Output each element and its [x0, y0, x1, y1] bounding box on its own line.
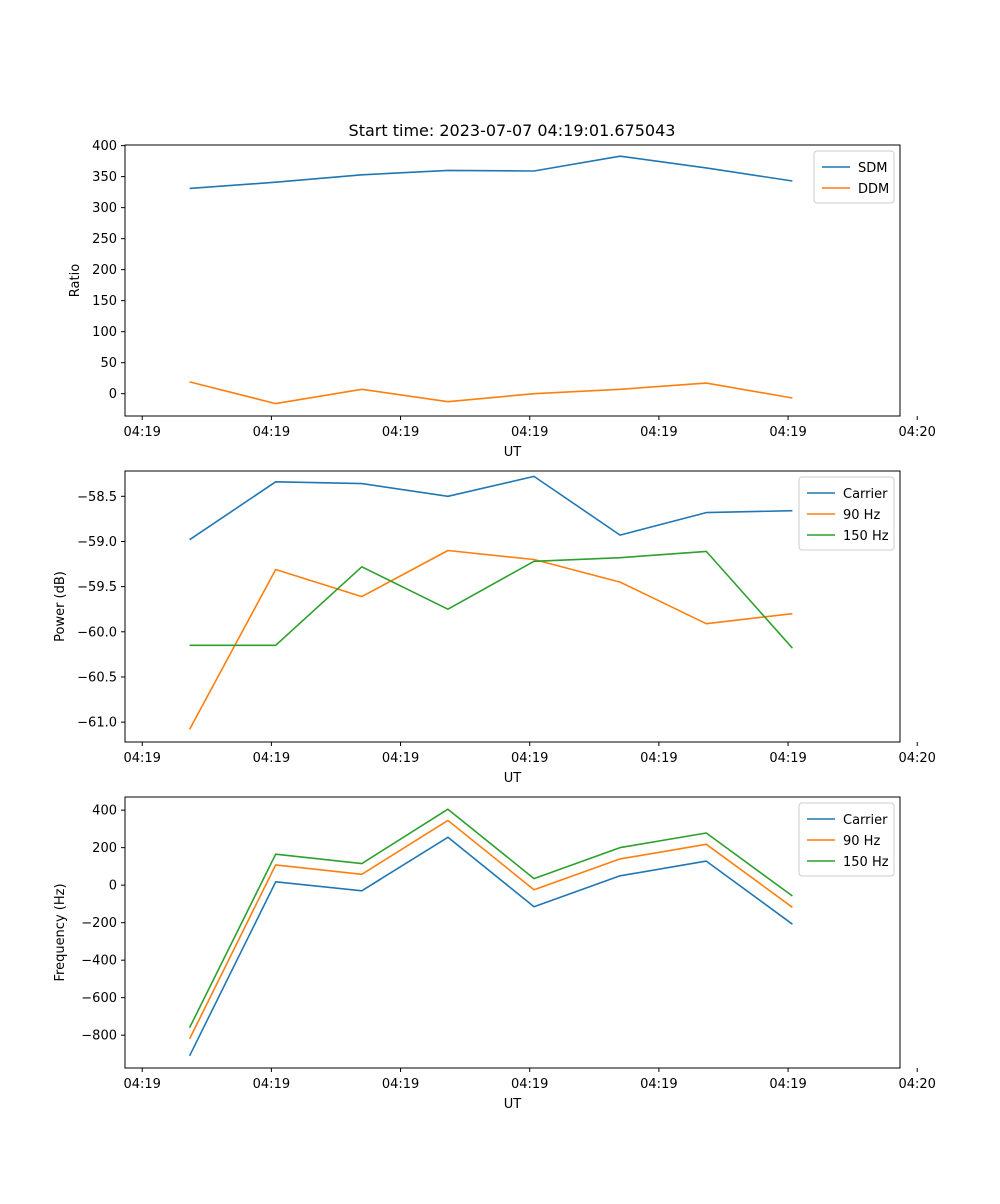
y-tick-label: 0: [109, 387, 117, 402]
series-line-ddm: [189, 381, 793, 405]
legend: Carrier 90 Hz 150 Hz: [798, 476, 895, 551]
x-tick-label: 04:20: [898, 425, 935, 440]
x-tick-label: 04:19: [253, 751, 290, 766]
series-line-150-hz: [188, 808, 793, 1029]
x-tick-label: 04:19: [382, 425, 419, 440]
legend-label: 150 Hz: [843, 529, 889, 544]
y-tick-label: −800: [81, 1029, 117, 1044]
x-tick-label: 04:19: [640, 1077, 677, 1092]
legend-box: [813, 150, 895, 204]
y-axis-label: Power (dB): [53, 571, 68, 642]
y-tick-label: 350: [92, 170, 117, 185]
y-tick-label: −58.5: [77, 490, 117, 505]
x-axis-label: UT: [504, 771, 522, 786]
x-tick-label: 04:19: [640, 425, 677, 440]
x-tick-label: 04:19: [382, 1077, 419, 1092]
x-tick-label: 04:19: [253, 425, 290, 440]
x-axis-label: UT: [504, 445, 522, 460]
y-tick-label: 400: [92, 804, 117, 819]
axes-frame: [124, 144, 901, 417]
legend-label: Carrier: [843, 487, 888, 502]
y-tick-label: −59.5: [77, 580, 117, 595]
legend-label: Carrier: [843, 813, 888, 828]
x-tick-label: 04:19: [769, 425, 806, 440]
y-tick-label: 400: [92, 139, 117, 154]
y-tick-label: −59.0: [77, 535, 117, 550]
legend-label: SDM: [858, 161, 887, 176]
series-line-150-hz: [189, 550, 793, 649]
figure-title: Start time: 2023-07-07 04:19:01.675043: [349, 121, 676, 140]
y-tick-label: 200: [92, 841, 117, 856]
legend: SDM DDM: [813, 150, 895, 204]
series-line-90-hz: [188, 819, 793, 1040]
x-tick-label: 04:19: [382, 751, 419, 766]
y-tick-label: −200: [81, 916, 117, 931]
x-tick-label: 04:19: [511, 425, 548, 440]
legend: Carrier 90 Hz 150 Hz: [798, 802, 895, 877]
y-tick-label: 100: [92, 325, 117, 340]
y-tick-label: −61.0: [77, 716, 117, 731]
legend-label: 90 Hz: [843, 508, 880, 523]
y-tick-label: 150: [92, 294, 117, 309]
y-tick-label: −60.0: [77, 625, 117, 640]
chart-panel-1: 0 50 100 150 200 250 300 350 400 04:19 04:19 04:19 0…: [68, 139, 936, 460]
legend-label: 150 Hz: [843, 855, 889, 870]
y-tick-label: 250: [92, 232, 117, 247]
y-tick-label: 0: [109, 879, 117, 894]
x-tick-label: 04:19: [123, 1077, 160, 1092]
y-tick-label: −60.5: [77, 670, 117, 685]
x-tick-label: 04:20: [898, 1077, 935, 1092]
chart-panel-2: −58.5 −59.0 −59.5 −60.0 −60.5 −61.0 04:19 04:19…: [53, 470, 936, 786]
y-axis-label: Ratio: [68, 264, 83, 297]
legend-label: 90 Hz: [843, 834, 880, 849]
axes-frame: [124, 796, 901, 1069]
legend-box: [798, 476, 895, 551]
x-axis-label: UT: [504, 1097, 522, 1112]
legend-box: [798, 802, 895, 877]
x-tick-label: 04:19: [769, 751, 806, 766]
x-tick-label: 04:20: [898, 751, 935, 766]
y-tick-label: −400: [81, 954, 117, 969]
x-tick-label: 04:19: [511, 751, 548, 766]
x-tick-label: 04:19: [123, 751, 160, 766]
x-tick-label: 04:19: [769, 1077, 806, 1092]
y-axis-label: Frequency (Hz): [53, 883, 68, 981]
chart-panel-3: 400 200 0 −200 −400 −600 −800 04:19 04:19 04:19 04…: [53, 796, 936, 1112]
x-tick-label: 04:19: [640, 751, 677, 766]
series-line-90-hz: [188, 549, 793, 730]
series-line-carrier: [188, 836, 793, 1057]
x-tick-label: 04:19: [511, 1077, 548, 1092]
series-line-carrier: [189, 475, 793, 541]
x-tick-label: 04:19: [123, 425, 160, 440]
legend-label: DDM: [858, 182, 889, 197]
x-tick-label: 04:19: [253, 1077, 290, 1092]
y-tick-label: 300: [92, 201, 117, 216]
y-tick-label: 50: [100, 356, 117, 371]
axes-frame: [124, 470, 901, 743]
y-tick-label: −600: [81, 991, 117, 1006]
series-line-sdm: [189, 155, 793, 190]
y-tick-label: 200: [92, 263, 117, 278]
